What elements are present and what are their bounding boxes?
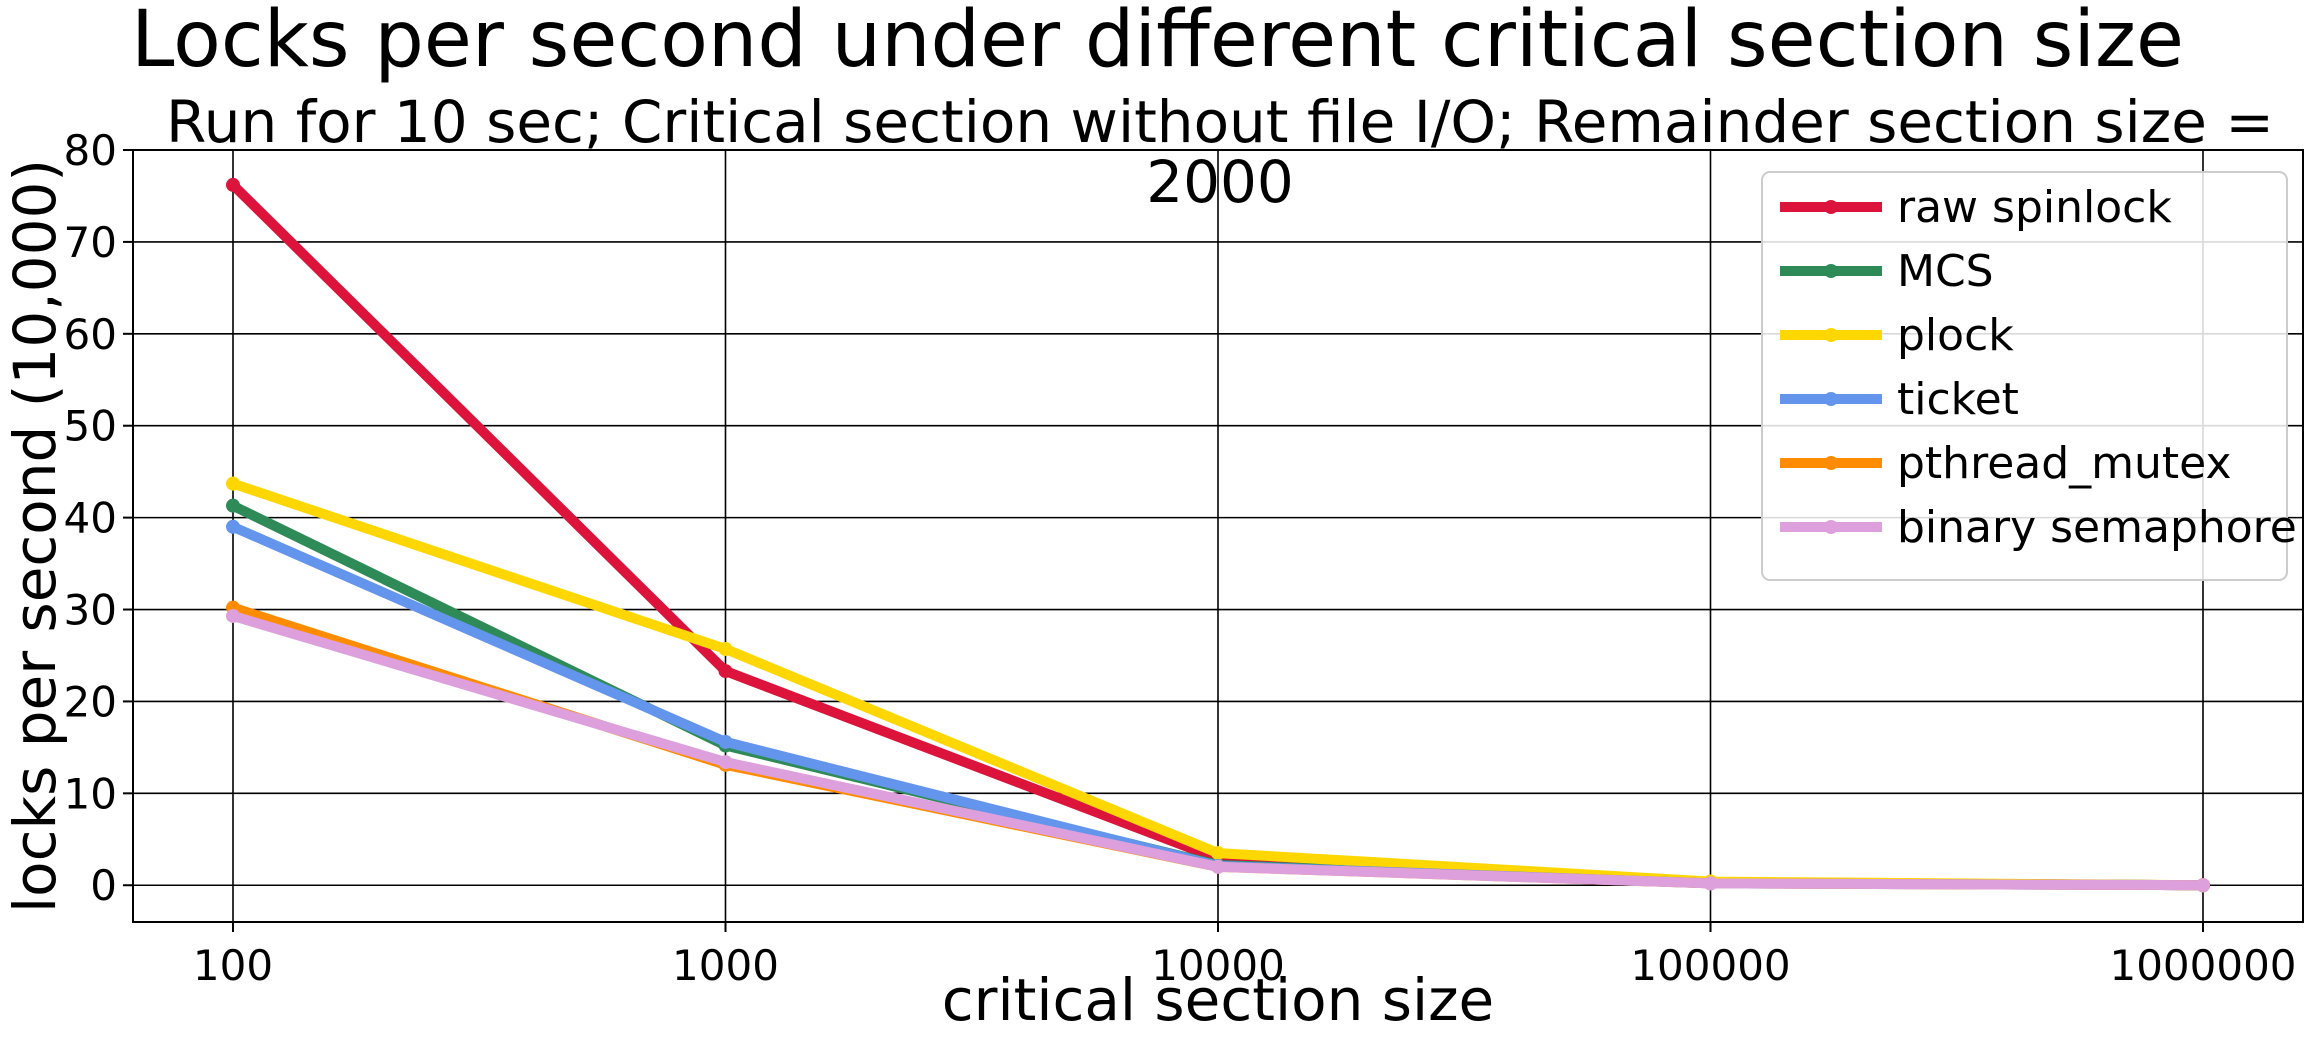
series-lines xyxy=(226,177,2210,893)
data-point xyxy=(226,519,240,534)
legend-label: ticket xyxy=(1897,374,2019,425)
chart-title: Locks per second under different critica… xyxy=(131,0,2184,85)
legend-label: binary semaphore xyxy=(1897,502,2297,553)
legend-item: binary semaphore xyxy=(1780,502,2297,553)
data-point xyxy=(718,755,733,770)
legend-item: ticket xyxy=(1780,374,2019,425)
legend-label: raw spinlock xyxy=(1897,182,2172,233)
x-tick-label: 100000 xyxy=(1630,941,1790,990)
legend-item: raw spinlock xyxy=(1780,182,2172,233)
data-point xyxy=(2196,878,2210,893)
legend-label: plock xyxy=(1897,310,2014,361)
x-axis-label: critical section size xyxy=(942,966,1494,1034)
legend-marker xyxy=(1824,456,1838,470)
legend-item: plock xyxy=(1780,310,2014,361)
y-tick-label: 80 xyxy=(64,126,117,175)
legend-marker xyxy=(1824,264,1838,278)
legend-marker xyxy=(1824,328,1838,342)
legend: raw spinlock MCS plock ticket pthread_mutexb… xyxy=(1761,171,2297,581)
data-point xyxy=(226,476,240,491)
y-tick-label: 40 xyxy=(64,494,117,543)
data-point xyxy=(1211,859,1225,874)
y-tick-label: 0 xyxy=(90,861,117,910)
legend-marker xyxy=(1824,200,1838,214)
data-point xyxy=(226,608,240,623)
y-tick-label: 70 xyxy=(64,218,117,267)
y-tick-label: 20 xyxy=(64,677,117,726)
legend-item: MCS xyxy=(1780,246,1994,297)
y-tick-label: 10 xyxy=(64,769,117,818)
data-point xyxy=(1211,846,1225,861)
chart-subtitle: Run for 10 sec; Critical section without… xyxy=(166,88,2274,216)
legend-marker xyxy=(1824,392,1838,406)
y-tick-labels: 0 10 20 30 40 50 60 70 80 xyxy=(64,126,117,910)
y-axis-label: locks per second (10,000) xyxy=(1,159,69,913)
legend-label: pthread_mutex xyxy=(1897,438,2232,489)
legend-marker xyxy=(1824,520,1838,534)
x-tick-labels: 100 1000 10000 100000 1000000 xyxy=(193,941,2297,990)
x-tick-label: 1000 xyxy=(672,941,779,990)
data-point xyxy=(226,498,240,513)
data-point xyxy=(226,177,240,192)
y-tick-label: 30 xyxy=(64,586,117,635)
data-point xyxy=(1703,876,1718,891)
plot-frame xyxy=(132,149,2304,923)
data-point xyxy=(718,642,733,657)
x-tick-label: 1000000 xyxy=(2109,941,2296,990)
y-tick-label: 50 xyxy=(64,402,117,451)
legend-item: pthread_mutex xyxy=(1780,438,2232,489)
legend-label: MCS xyxy=(1897,246,1994,297)
x-tick-label: 100 xyxy=(193,941,273,990)
y-tick-label: 60 xyxy=(64,310,117,359)
legend-box xyxy=(1761,171,2288,581)
data-point xyxy=(718,734,733,749)
x-tick-label: 10000 xyxy=(1151,941,1285,990)
series-binary-semaphore xyxy=(226,608,2210,893)
data-point xyxy=(718,664,733,679)
